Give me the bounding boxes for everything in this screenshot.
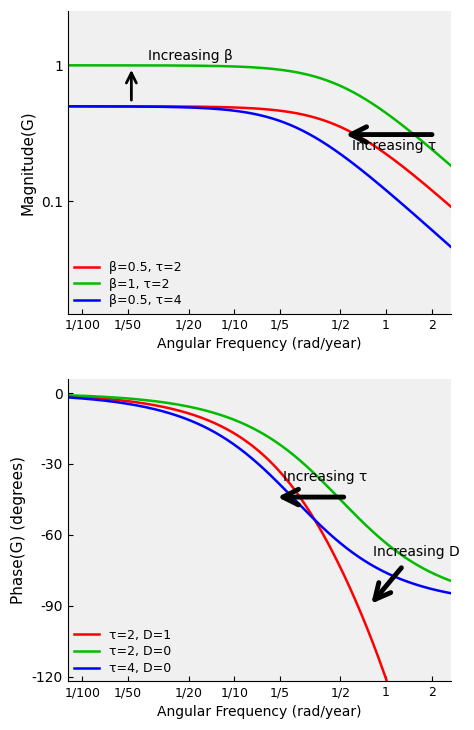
τ=4, D=0	[131, 401, 137, 410]
β=0.5, τ=2	[228, 103, 234, 112]
τ=2, D=0	[65, 391, 71, 399]
Line: β=0.5, τ=4: β=0.5, τ=4	[68, 107, 451, 247]
Line: β=0.5, τ=2: β=0.5, τ=2	[68, 107, 451, 207]
β=1, τ=2	[441, 155, 447, 164]
τ=4, D=0	[448, 589, 454, 598]
Y-axis label: Phase(G) (degrees): Phase(G) (degrees)	[11, 456, 26, 604]
X-axis label: Angular Frequency (rad/year): Angular Frequency (rad/year)	[157, 337, 362, 351]
β=0.5, τ=2	[448, 203, 454, 212]
τ=2, D=0	[131, 395, 137, 404]
β=0.5, τ=2	[212, 103, 218, 112]
Line: τ=4, D=0: τ=4, D=0	[68, 397, 451, 593]
β=1, τ=2	[400, 121, 405, 130]
β=1, τ=2	[212, 61, 218, 70]
τ=2, D=1	[109, 395, 114, 404]
Text: Increasing τ: Increasing τ	[352, 139, 437, 153]
τ=2, D=1	[400, 726, 405, 730]
β=1, τ=2	[131, 61, 137, 70]
β=0.5, τ=2	[441, 196, 447, 205]
τ=2, D=1	[228, 427, 234, 436]
τ=4, D=0	[212, 428, 218, 437]
τ=4, D=0	[228, 438, 234, 447]
τ=2, D=0	[109, 393, 114, 402]
Legend: τ=2, D=1, τ=2, D=0, τ=4, D=0: τ=2, D=1, τ=2, D=0, τ=4, D=0	[74, 629, 171, 675]
τ=4, D=0	[109, 397, 114, 406]
β=0.5, τ=4	[441, 237, 447, 245]
β=0.5, τ=2	[109, 102, 114, 111]
β=1, τ=2	[65, 61, 71, 69]
τ=4, D=0	[65, 393, 71, 402]
τ=2, D=1	[131, 398, 137, 407]
τ=2, D=0	[228, 415, 234, 423]
β=0.5, τ=4	[131, 102, 137, 111]
Legend: β=0.5, τ=2, β=1, τ=2, β=0.5, τ=4: β=0.5, τ=2, β=1, τ=2, β=0.5, τ=4	[74, 261, 182, 307]
β=1, τ=2	[448, 161, 454, 170]
β=0.5, τ=4	[448, 243, 454, 252]
τ=2, D=0	[400, 551, 405, 560]
τ=2, D=1	[65, 392, 71, 401]
β=0.5, τ=4	[109, 102, 114, 111]
β=0.5, τ=4	[212, 104, 218, 113]
τ=4, D=0	[400, 575, 405, 584]
β=0.5, τ=2	[65, 102, 71, 111]
Line: τ=2, D=0: τ=2, D=0	[68, 395, 451, 581]
τ=4, D=0	[441, 588, 447, 596]
Text: Increasing D: Increasing D	[373, 545, 460, 559]
Text: Increasing β: Increasing β	[148, 49, 233, 63]
β=0.5, τ=4	[400, 200, 405, 209]
Line: β=1, τ=2: β=1, τ=2	[68, 65, 451, 166]
β=0.5, τ=2	[400, 162, 405, 171]
β=0.5, τ=4	[65, 102, 71, 111]
β=0.5, τ=4	[228, 106, 234, 115]
τ=2, D=1	[212, 419, 218, 428]
X-axis label: Angular Frequency (rad/year): Angular Frequency (rad/year)	[157, 705, 362, 719]
Text: Increasing τ: Increasing τ	[283, 469, 367, 483]
τ=2, D=0	[212, 409, 218, 418]
β=0.5, τ=2	[131, 102, 137, 111]
τ=2, D=0	[441, 574, 447, 583]
β=1, τ=2	[228, 62, 234, 71]
Line: τ=2, D=1: τ=2, D=1	[68, 396, 451, 730]
β=1, τ=2	[109, 61, 114, 69]
τ=2, D=0	[448, 577, 454, 585]
Y-axis label: Magnitude(G): Magnitude(G)	[20, 110, 36, 215]
